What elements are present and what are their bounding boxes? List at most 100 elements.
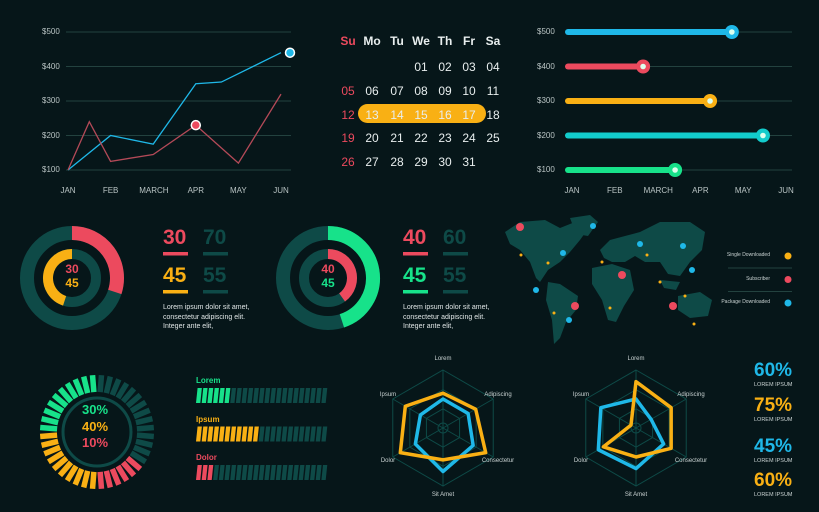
progress-segment <box>275 465 282 480</box>
ring-segment <box>43 444 62 457</box>
calendar-day[interactable]: 13 <box>365 107 379 122</box>
ring-segment <box>64 464 79 483</box>
calendar-day[interactable]: 08 <box>414 83 428 98</box>
legend-marker <box>784 299 792 307</box>
world-map-landmass <box>592 264 634 322</box>
calendar-day[interactable]: 27 <box>365 155 379 170</box>
series-line-red <box>67 93 282 171</box>
progress-label: Dolor <box>196 453 217 462</box>
calendar-day[interactable]: 12 <box>341 107 355 122</box>
progress-segment <box>207 426 214 442</box>
progress-segment <box>224 465 231 480</box>
progress-segment <box>309 426 316 442</box>
progress-segment <box>304 426 311 442</box>
ring-segment <box>64 381 79 400</box>
progress-segment <box>304 388 311 403</box>
stat-value: 30 <box>163 226 187 249</box>
progress-segment <box>258 426 265 442</box>
description-text: Lorem ipsum dolor sit amet, <box>163 304 250 311</box>
ring-segment <box>43 407 62 420</box>
y-tick-label: $400 <box>42 61 60 71</box>
ring-segment <box>97 374 105 393</box>
map-location-marker <box>645 253 649 257</box>
calendar-day[interactable]: 29 <box>414 155 428 170</box>
calendar-day[interactable]: 07 <box>390 83 404 98</box>
radar-series-blue <box>596 397 666 471</box>
calendar-day[interactable]: 22 <box>414 131 428 146</box>
calendar-day[interactable]: 19 <box>341 131 355 146</box>
calendar-day[interactable]: 26 <box>341 155 355 170</box>
progress-segment <box>264 465 271 480</box>
progress-segment <box>213 465 219 480</box>
calendar-day[interactable]: 01 <box>414 60 428 74</box>
x-tick-label: FEB <box>102 186 119 195</box>
calendar-day[interactable]: 05 <box>341 83 355 98</box>
calendar-day[interactable]: 18 <box>486 107 500 122</box>
kpi-label: LOREM IPSUM <box>754 382 793 388</box>
ring-segment <box>129 450 148 465</box>
calendar-day[interactable]: 11 <box>486 83 500 98</box>
map-location-marker <box>552 311 556 315</box>
progress-segment <box>315 426 322 442</box>
radar-axis-label: Ipsum <box>379 392 397 398</box>
stat-value: 55 <box>443 264 467 287</box>
calendar-day[interactable]: 20 <box>365 131 379 146</box>
calendar-day[interactable]: 23 <box>438 131 452 146</box>
progress-segment <box>264 388 271 403</box>
progress-segment <box>258 388 265 403</box>
calendar-day[interactable]: 03 <box>462 60 476 74</box>
calendar-day[interactable]: 06 <box>365 83 379 98</box>
calendar-day[interactable]: 04 <box>486 60 500 74</box>
weekday-label: Tu <box>390 34 404 48</box>
progress-segment <box>270 388 276 403</box>
calendar-day[interactable]: 17 <box>462 107 476 122</box>
progress-segment <box>310 465 316 480</box>
calendar-day[interactable]: 10 <box>462 83 476 98</box>
calendar-day[interactable]: 09 <box>438 83 452 98</box>
stat-value: 45 <box>163 264 187 287</box>
calendar-day[interactable]: 14 <box>390 107 404 122</box>
calendar-day[interactable]: 16 <box>438 107 452 122</box>
progress-segment <box>315 465 322 480</box>
stat-value: 55 <box>203 264 227 287</box>
progress-segment <box>196 465 202 480</box>
map-location-marker <box>560 250 566 256</box>
ring-segment <box>40 438 59 448</box>
map-location-marker <box>590 223 596 229</box>
progress-segment <box>258 465 265 480</box>
calendar-day[interactable]: 24 <box>462 131 476 146</box>
ring-segment <box>125 392 143 409</box>
center-value: 30 <box>65 262 79 276</box>
calendar-day[interactable]: 02 <box>438 60 452 74</box>
calendar-day[interactable]: 25 <box>486 131 500 146</box>
weekday-label: Sa <box>485 34 501 48</box>
stat-underline <box>163 252 188 256</box>
outer-ring-value <box>327 226 380 328</box>
progress-segment <box>235 388 242 403</box>
map-location-marker <box>669 302 677 310</box>
progress-segment <box>213 426 219 442</box>
calendar-day[interactable]: 15 <box>414 107 428 122</box>
y-tick-label: $200 <box>537 130 555 140</box>
calendar-day[interactable]: 31 <box>462 155 476 170</box>
ring-segment <box>103 375 113 394</box>
stat-underline <box>203 252 228 256</box>
slider-knob-center <box>672 167 678 173</box>
progress-segment <box>207 388 214 403</box>
progress-segment <box>298 426 305 442</box>
weekday-label: Su <box>340 34 356 48</box>
calendar-day[interactable]: 21 <box>390 131 404 146</box>
kpi-value: 60% <box>754 470 793 491</box>
progress-segment <box>264 426 271 442</box>
description-text: Integer ante elit, <box>163 323 214 330</box>
radar-axis <box>635 398 687 429</box>
x-tick-label: MAY <box>734 186 752 195</box>
calendar-day[interactable]: 30 <box>438 155 452 170</box>
map-location-marker <box>680 243 686 249</box>
calendar-day[interactable]: 28 <box>390 155 404 170</box>
weekday-label: We <box>412 34 430 48</box>
radar-axis-label: Sit Amet <box>431 492 455 498</box>
ring-segment <box>39 432 58 440</box>
ring-segment <box>72 378 85 397</box>
